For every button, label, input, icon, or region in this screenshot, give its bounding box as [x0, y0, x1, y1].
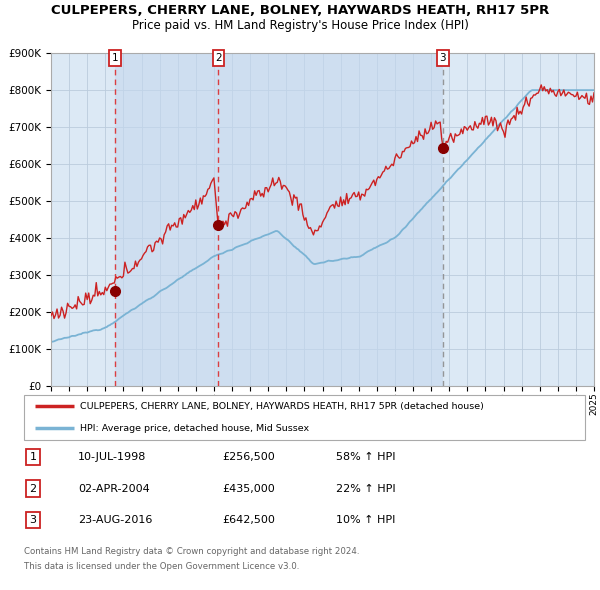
- Text: Contains HM Land Registry data © Crown copyright and database right 2024.: Contains HM Land Registry data © Crown c…: [24, 547, 359, 556]
- Text: £256,500: £256,500: [222, 453, 275, 462]
- Text: 10-JUL-1998: 10-JUL-1998: [78, 453, 146, 462]
- FancyBboxPatch shape: [24, 395, 585, 440]
- Text: CULPEPERS, CHERRY LANE, BOLNEY, HAYWARDS HEATH, RH17 5PR: CULPEPERS, CHERRY LANE, BOLNEY, HAYWARDS…: [51, 4, 549, 17]
- Text: 10% ↑ HPI: 10% ↑ HPI: [336, 515, 395, 525]
- Text: 2: 2: [215, 53, 222, 63]
- Text: 3: 3: [29, 515, 37, 525]
- Text: 23-AUG-2016: 23-AUG-2016: [78, 515, 152, 525]
- Text: 1: 1: [29, 453, 37, 462]
- Text: 1: 1: [112, 53, 118, 63]
- Text: £642,500: £642,500: [222, 515, 275, 525]
- Text: CULPEPERS, CHERRY LANE, BOLNEY, HAYWARDS HEATH, RH17 5PR (detached house): CULPEPERS, CHERRY LANE, BOLNEY, HAYWARDS…: [80, 402, 484, 411]
- Text: 22% ↑ HPI: 22% ↑ HPI: [336, 484, 395, 493]
- Text: 3: 3: [439, 53, 446, 63]
- Bar: [218, 53, 443, 386]
- Text: £435,000: £435,000: [222, 484, 275, 493]
- Text: This data is licensed under the Open Government Licence v3.0.: This data is licensed under the Open Gov…: [24, 562, 299, 571]
- Bar: [115, 53, 218, 386]
- Text: 2: 2: [29, 484, 37, 493]
- Text: 58% ↑ HPI: 58% ↑ HPI: [336, 453, 395, 462]
- Text: HPI: Average price, detached house, Mid Sussex: HPI: Average price, detached house, Mid …: [80, 424, 309, 433]
- Text: 02-APR-2004: 02-APR-2004: [78, 484, 150, 493]
- Text: Price paid vs. HM Land Registry's House Price Index (HPI): Price paid vs. HM Land Registry's House …: [131, 19, 469, 32]
